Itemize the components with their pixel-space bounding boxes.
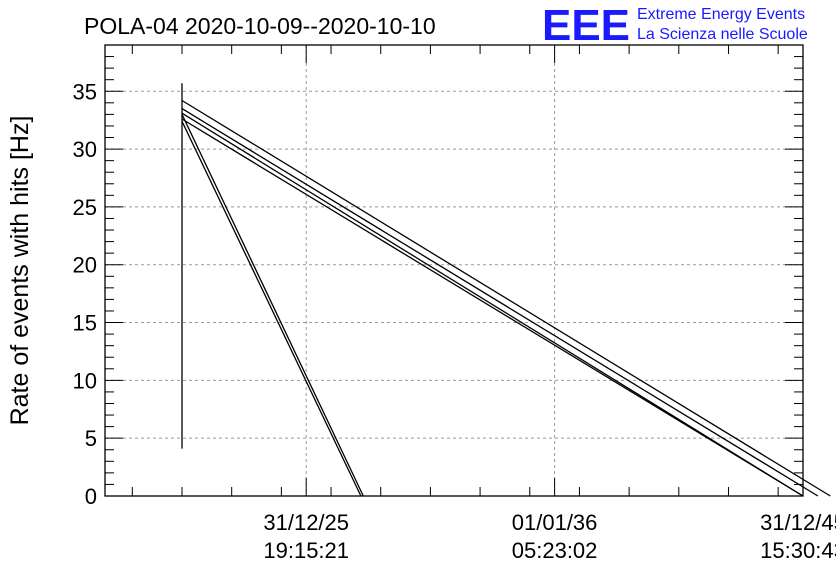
- series-line-7: [181, 121, 362, 497]
- y-tick-label: 20: [73, 253, 97, 278]
- x-tick-labels: 31/12/25 19:15:21 01/01/36 05:23:02 31/12/45…: [263, 510, 836, 563]
- series-line-4: [181, 112, 804, 497]
- x-tick-label-date: 31/12/45: [760, 510, 836, 535]
- series-line-3: [181, 108, 819, 497]
- chart-title: POLA-04 2020-10-09--2020-10-10: [84, 13, 436, 39]
- y-tick-labels: 0 5 10 15 20 25 30 35: [73, 79, 97, 509]
- y-tick-label: 25: [73, 195, 97, 220]
- x-tick-label-date: 31/12/25: [263, 510, 349, 535]
- plot-frame: [104, 44, 804, 497]
- series-line-2: [181, 99, 831, 497]
- series-line-5: [181, 118, 804, 497]
- y-tick-label: 0: [85, 484, 97, 509]
- y-tick-label: 10: [73, 368, 97, 393]
- x-tick-label-date: 01/01/36: [512, 510, 598, 535]
- x-tick-label-time: 15:30:43: [760, 538, 836, 563]
- logo-mark: EEE: [542, 1, 630, 50]
- series-group: [181, 83, 831, 497]
- axes: [104, 44, 804, 497]
- x-tick-label-time: 19:15:21: [263, 538, 349, 563]
- y-tick-label: 5: [85, 426, 97, 451]
- logo-line-1: Extreme Energy Events: [637, 6, 805, 23]
- y-tick-label: 15: [73, 311, 97, 336]
- grid: [105, 45, 804, 496]
- series-line-6: [181, 114, 364, 497]
- y-tick-label: 35: [73, 79, 97, 104]
- eee-logo: EEE Extreme Energy Events La Scienza nel…: [542, 1, 808, 50]
- y-axis-title: Rate of events with hits [Hz]: [6, 116, 34, 426]
- y-tick-label: 30: [73, 137, 97, 162]
- x-tick-label-time: 05:23:02: [512, 538, 598, 563]
- logo-line-2: La Scienza nelle Scuole: [637, 26, 808, 43]
